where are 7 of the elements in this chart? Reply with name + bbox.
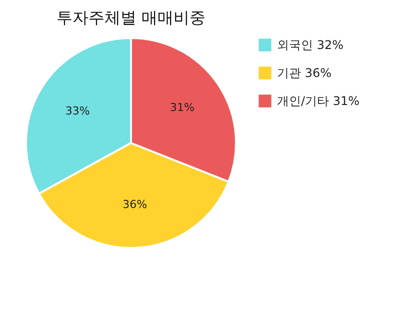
legend-label: 기관 36% <box>277 66 332 80</box>
legend-label: 개인/기타 31% <box>277 94 360 108</box>
data-label: 36% <box>122 198 148 211</box>
data-label: 33% <box>65 104 90 118</box>
legend-label: 외국인 32% <box>277 38 344 52</box>
data-label: 31% <box>170 101 195 114</box>
chart-title: 투자주체별 매매비중 <box>56 8 206 27</box>
